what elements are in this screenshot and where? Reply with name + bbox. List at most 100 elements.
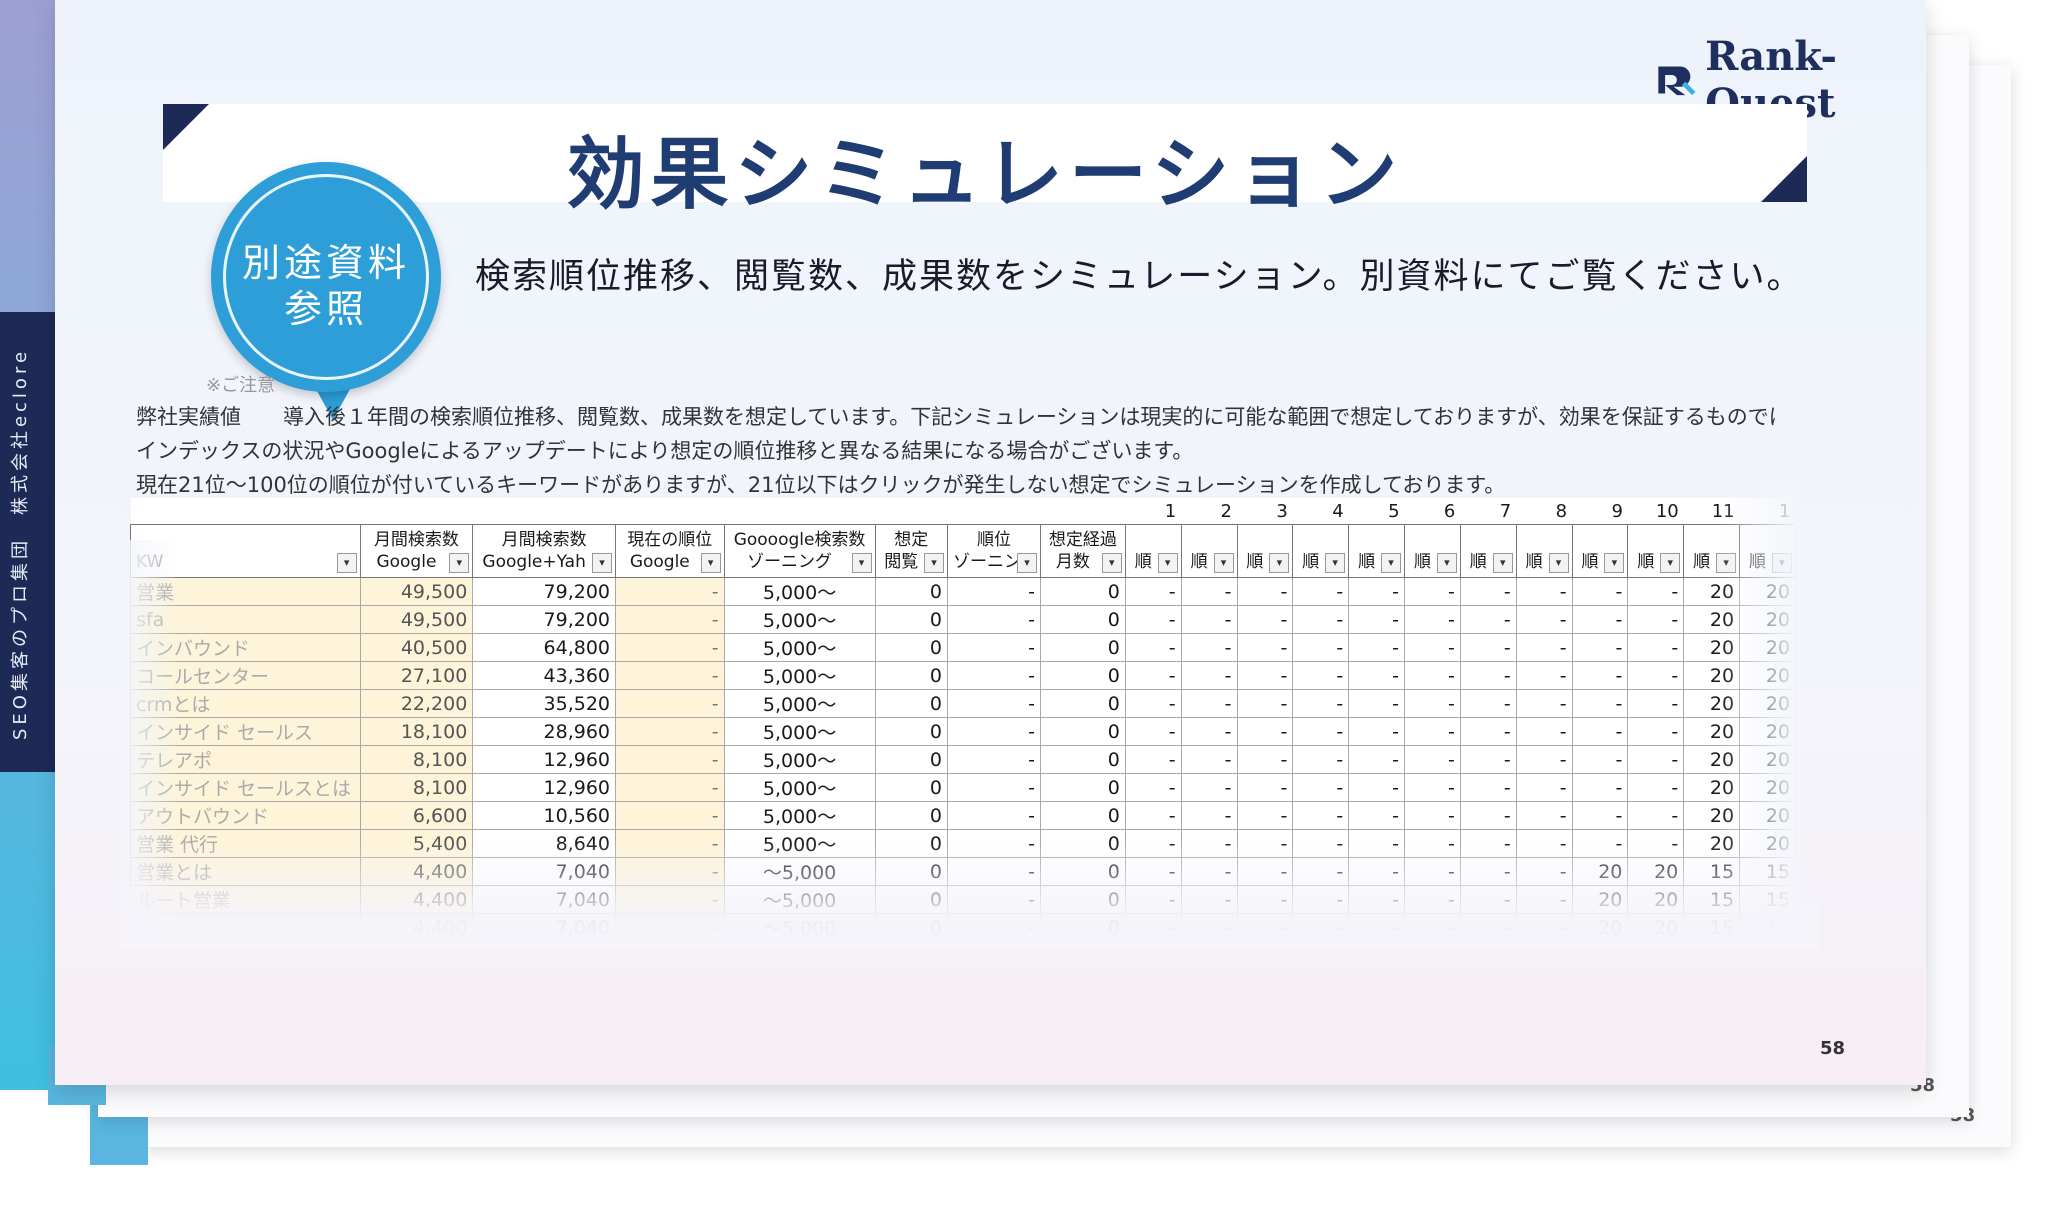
table-cell[interactable]: -	[1404, 745, 1461, 774]
filter-dropdown-icon[interactable]: ▾	[1101, 553, 1122, 573]
column-header[interactable]: 順▾	[1348, 524, 1406, 578]
table-cell[interactable]: 0	[1040, 801, 1126, 830]
table-cell[interactable]: 0	[874, 717, 948, 746]
filter-dropdown-icon[interactable]: ▾	[1325, 553, 1346, 573]
column-header[interactable]: 月間検索数 Google ▾	[359, 524, 474, 578]
table-cell[interactable]: 20	[1683, 801, 1741, 830]
table-cell[interactable]: -	[1292, 801, 1350, 830]
table-cell[interactable]: -	[1180, 577, 1238, 606]
table-cell[interactable]: 5,000～	[723, 801, 876, 830]
table-cell[interactable]: -	[1348, 577, 1406, 606]
table-cell[interactable]: -	[1236, 689, 1294, 718]
table-cell[interactable]: -	[1348, 801, 1406, 830]
table-cell[interactable]: -	[1292, 773, 1350, 802]
column-header[interactable]: 順▾	[1627, 524, 1685, 578]
table-cell[interactable]: 5,000～	[723, 689, 876, 718]
table-cell[interactable]: -	[946, 661, 1042, 690]
column-header[interactable]: 月間検索数 Google+Yah ▾	[472, 524, 616, 578]
table-cell[interactable]: -	[1571, 773, 1629, 802]
column-header[interactable]: 想定 閲覧 ▾	[874, 524, 948, 578]
table-cell[interactable]: -	[1180, 801, 1238, 830]
table-cell[interactable]: -	[1180, 773, 1238, 802]
column-header[interactable]: 順▾	[1515, 524, 1573, 578]
filter-dropdown-icon[interactable]: ▾	[1436, 553, 1457, 573]
table-cell[interactable]: -	[1515, 745, 1573, 774]
table-cell[interactable]: 0	[874, 801, 948, 830]
filter-dropdown-icon[interactable]: ▾	[336, 553, 357, 573]
table-cell[interactable]: -	[1236, 605, 1294, 634]
table-cell[interactable]: 49,500	[359, 577, 474, 606]
table-cell[interactable]: -	[1515, 605, 1573, 634]
table-cell[interactable]: -	[1515, 773, 1573, 802]
filter-dropdown-icon[interactable]: ▾	[592, 553, 612, 573]
table-cell[interactable]: 0	[1040, 773, 1126, 802]
filter-dropdown-icon[interactable]: ▾	[1269, 553, 1290, 573]
table-cell[interactable]: -	[1459, 605, 1517, 634]
table-cell[interactable]: -	[615, 717, 725, 746]
table-cell[interactable]: -	[1124, 689, 1182, 718]
table-cell[interactable]: 35,520	[472, 689, 616, 718]
table-cell[interactable]: -	[1180, 605, 1238, 634]
table-cell[interactable]: -	[1124, 633, 1182, 662]
table-cell[interactable]: -	[1236, 745, 1294, 774]
table-cell[interactable]: -	[615, 577, 725, 606]
table-cell[interactable]: -	[1292, 577, 1350, 606]
table-cell[interactable]: -	[1292, 661, 1350, 690]
table-cell[interactable]: -	[1348, 773, 1406, 802]
table-cell[interactable]: -	[1515, 577, 1573, 606]
table-cell[interactable]: 0	[1040, 689, 1126, 718]
table-cell[interactable]: -	[946, 717, 1042, 746]
table-cell[interactable]: -	[1124, 577, 1182, 606]
table-cell[interactable]: 0	[874, 745, 948, 774]
table-cell[interactable]: -	[615, 633, 725, 662]
table-cell[interactable]: -	[1180, 633, 1238, 662]
table-cell[interactable]: -	[1124, 801, 1182, 830]
table-cell[interactable]: -	[1459, 661, 1517, 690]
column-header[interactable]: 順位 ゾーニン ▾	[946, 524, 1042, 578]
table-cell[interactable]: 8,100	[359, 773, 474, 802]
table-cell[interactable]: -	[1236, 577, 1294, 606]
table-cell[interactable]: -	[1404, 633, 1461, 662]
table-cell[interactable]: -	[1459, 689, 1517, 718]
table-cell[interactable]: -	[946, 605, 1042, 634]
table-cell[interactable]: 12,960	[472, 773, 616, 802]
table-cell[interactable]: -	[1348, 661, 1406, 690]
column-header[interactable]: 現在の順位 Google ▾	[615, 524, 725, 578]
table-cell[interactable]: 79,200	[472, 577, 616, 606]
table-cell[interactable]: -	[1236, 801, 1294, 830]
column-header[interactable]: 順▾	[1236, 524, 1294, 578]
table-cell[interactable]: -	[1404, 577, 1461, 606]
filter-dropdown-icon[interactable]: ▾	[1492, 553, 1513, 573]
table-cell[interactable]: 49,500	[359, 605, 474, 634]
table-cell[interactable]: 5,000～	[723, 773, 876, 802]
filter-dropdown-icon[interactable]: ▾	[1660, 553, 1681, 573]
table-cell[interactable]: -	[1124, 605, 1182, 634]
filter-dropdown-icon[interactable]: ▾	[1381, 553, 1402, 573]
column-header[interactable]: Goooogle検索数 ゾーニング ▾	[723, 524, 876, 578]
table-cell[interactable]: 0	[874, 605, 948, 634]
table-cell[interactable]: -	[1571, 801, 1629, 830]
table-cell[interactable]: -	[1348, 689, 1406, 718]
table-cell[interactable]: -	[946, 745, 1042, 774]
table-cell[interactable]: 0	[1040, 745, 1126, 774]
column-header[interactable]: 順▾	[1124, 524, 1182, 578]
filter-dropdown-icon[interactable]: ▾	[1548, 553, 1569, 573]
table-cell[interactable]: -	[1180, 661, 1238, 690]
table-cell[interactable]: -	[615, 689, 725, 718]
column-header[interactable]: 順▾	[1571, 524, 1629, 578]
table-cell[interactable]: -	[615, 801, 725, 830]
table-cell[interactable]: -	[1348, 605, 1406, 634]
table-cell[interactable]: -	[1627, 577, 1685, 606]
table-cell[interactable]: 27,100	[359, 661, 474, 690]
table-cell[interactable]: -	[1459, 577, 1517, 606]
table-cell[interactable]: 0	[1040, 717, 1126, 746]
table-cell[interactable]: 5,000～	[723, 717, 876, 746]
filter-dropdown-icon[interactable]: ▾	[1604, 553, 1625, 573]
table-cell[interactable]: 0	[874, 577, 948, 606]
table-cell[interactable]: 12,960	[472, 745, 616, 774]
table-cell[interactable]: 8,100	[359, 745, 474, 774]
table-cell[interactable]: -	[1571, 605, 1629, 634]
table-cell[interactable]: -	[946, 773, 1042, 802]
table-cell[interactable]: 10,560	[472, 801, 616, 830]
table-cell[interactable]: -	[1627, 801, 1685, 830]
